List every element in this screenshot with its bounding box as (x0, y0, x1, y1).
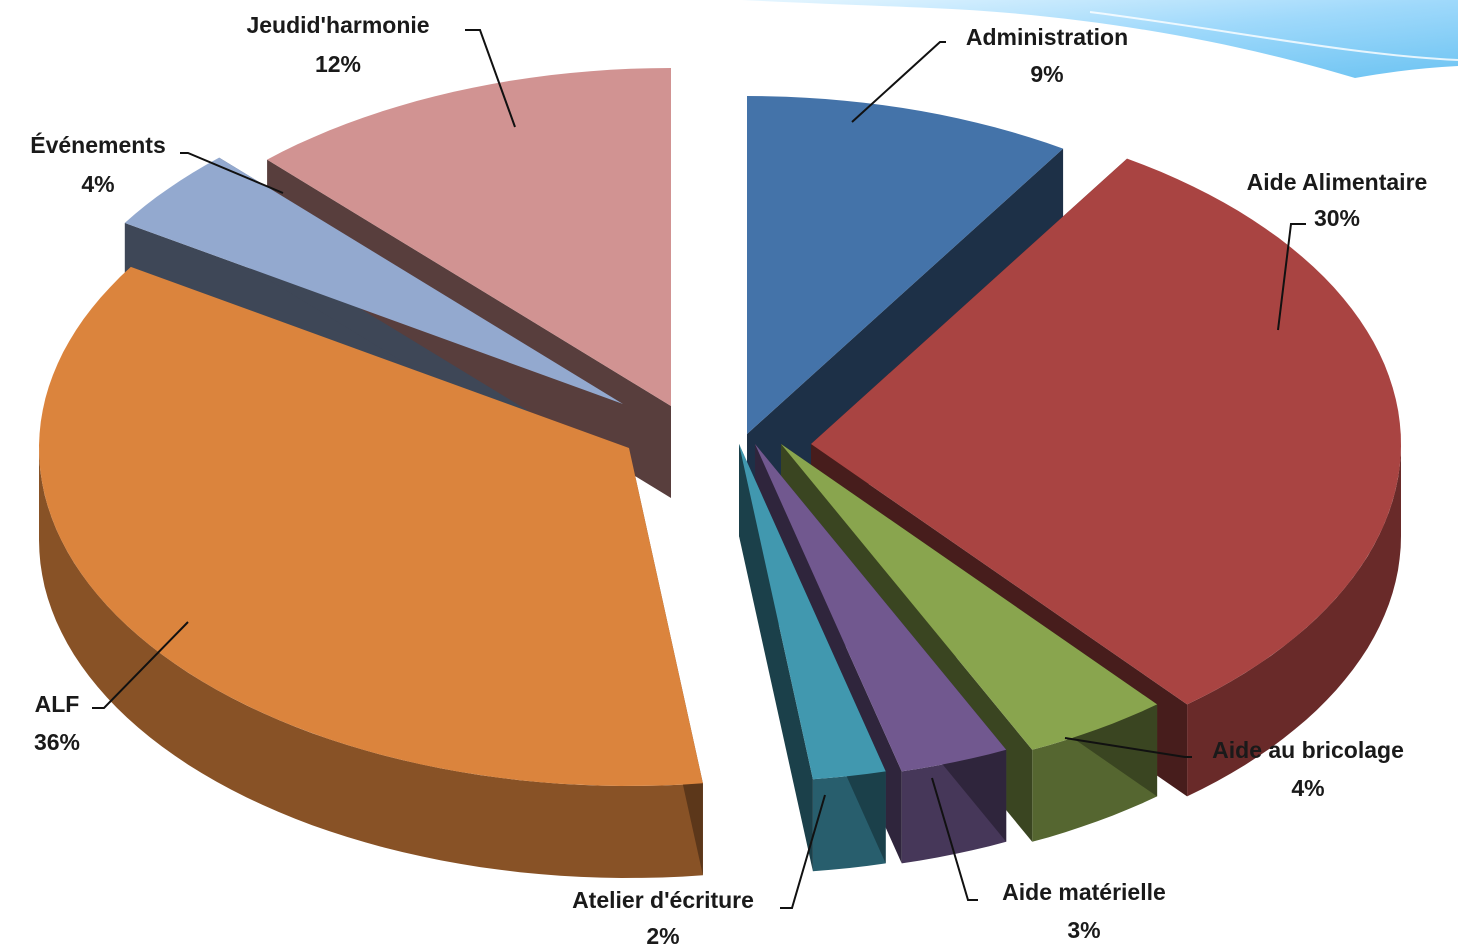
value-aide-bricolage: 4% (1291, 775, 1324, 801)
label-atelier-ecriture: Atelier d'écriture (572, 887, 754, 913)
label-alf: ALF (35, 691, 80, 717)
slice-rim-aide-alimentaire (1187, 444, 1401, 797)
value-administration: 9% (1030, 61, 1063, 87)
slice-aide-bricolage (781, 444, 1158, 750)
leader-line-atelier-ecriture (780, 794, 826, 909)
value-alf: 36% (34, 729, 80, 755)
label-aide-alimentaire: Aide Alimentaire (1247, 169, 1428, 195)
leader-line-administration (851, 41, 946, 123)
leader-line-aide-materielle (931, 777, 978, 901)
slice-atelier-ecriture (739, 444, 886, 780)
slice-labels: Administration 9% Aide Alimentaire 30% A… (30, 12, 1427, 949)
leader-line-alf (92, 621, 189, 709)
leader-line-jeudi-harmonie (465, 29, 516, 128)
value-aide-materielle: 3% (1067, 917, 1100, 943)
value-evenements: 4% (81, 171, 114, 197)
slice-aide-materielle (755, 444, 1007, 772)
slice-evenements (124, 157, 624, 404)
slice-rim-alf (39, 448, 703, 878)
leader-lines (92, 29, 1306, 909)
leader-line-aide-bricolage (1064, 737, 1192, 758)
label-administration: Administration (966, 24, 1128, 50)
leader-line-evenements (180, 152, 284, 194)
slice-alf (39, 266, 703, 786)
value-atelier-ecriture: 2% (646, 923, 679, 949)
slice-aide-alimentaire (811, 158, 1401, 705)
decorative-swoosh (742, 0, 1458, 78)
leader-line-aide-alimentaire (1277, 223, 1306, 331)
pie-tops (39, 68, 1401, 786)
slice-wall-atelier-ecriture-1 (739, 444, 813, 872)
label-evenements: Événements (30, 131, 166, 158)
value-aide-alimentaire: 30% (1314, 205, 1360, 231)
slice-jeudi-harmonie (267, 68, 671, 406)
label-aide-bricolage: Aide au bricolage (1212, 737, 1404, 763)
slice-administration (747, 96, 1064, 434)
label-aide-materielle: Aide matérielle (1002, 879, 1166, 905)
label-jeudi-harmonie: Jeudid'harmonie (246, 12, 429, 38)
value-jeudi-harmonie: 12% (315, 51, 361, 77)
